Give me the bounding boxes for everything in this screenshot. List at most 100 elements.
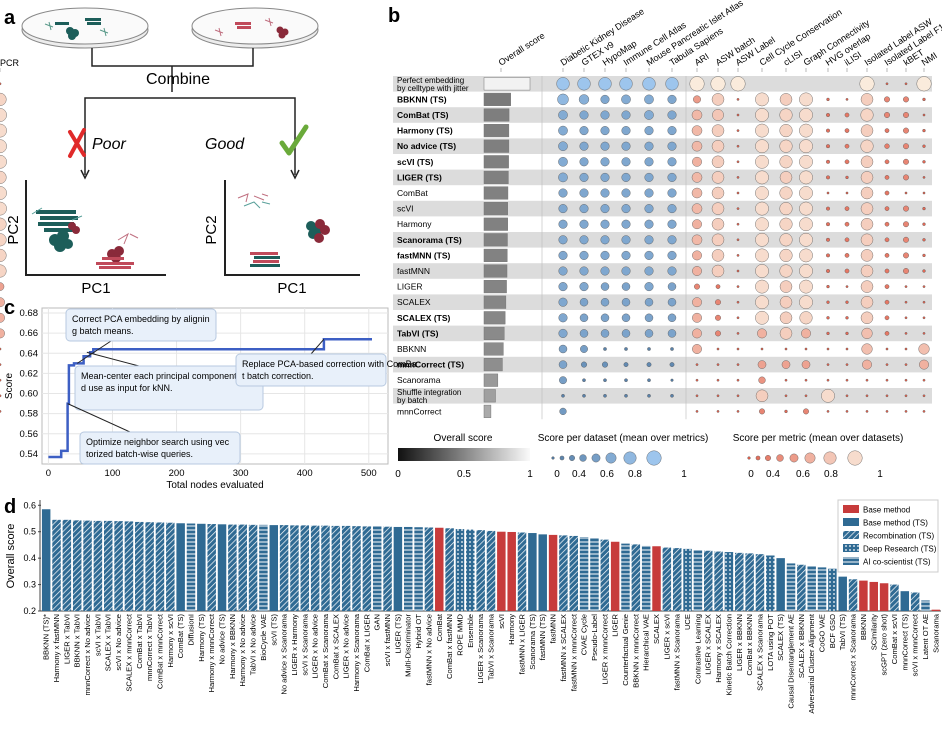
metric-score-dot: [860, 217, 874, 231]
metric-score-dot: [779, 248, 793, 262]
method-row-no-advice-ts: No advice (TS): [0, 139, 926, 154]
metric-score-dot: [865, 378, 869, 382]
metric-score-dot: [715, 284, 721, 289]
annotation-box: [79, 431, 241, 465]
metric-score-dot: [692, 297, 702, 308]
overall-score-bar: [483, 342, 504, 356]
metric-score-dot: [860, 264, 874, 278]
category-label: Scanorama: [931, 613, 940, 653]
metric-score-dot: [922, 160, 926, 164]
legend-dataset-dots: 0 0.4 0.6 0.8 1: [551, 450, 687, 480]
metric-score-dot: [736, 269, 740, 273]
category-label: LIGER x Harmony: [290, 614, 299, 676]
metric-score-dot: [884, 221, 890, 227]
metric-score-dot: [922, 191, 926, 195]
dataset-score-dot: [621, 110, 631, 120]
metric-score-dot: [885, 394, 889, 398]
metric-score-dot: [736, 238, 740, 242]
dataset-score-dot: [644, 266, 654, 276]
metric-score-dot: [860, 233, 874, 247]
dataset-score-dot: [579, 250, 589, 260]
metric-score-dot: [0, 201, 7, 216]
overall-score-bar: [483, 139, 510, 153]
metric-score-dot: [799, 279, 813, 294]
bar-liger-x-scanorama: [476, 530, 485, 611]
overall-score-bar: [483, 92, 511, 106]
metric-score-dot: [903, 268, 909, 274]
metric-score-dot: [691, 140, 703, 152]
metric-score-dot: [801, 328, 811, 339]
method-row-mnncorrect: mnnCorrect: [0, 404, 926, 418]
metric-score-dot: [799, 108, 813, 122]
category-label: ComBat x fastMNN: [445, 614, 454, 679]
dataset-score-dot: [600, 219, 610, 229]
metric-score-dot: [826, 191, 830, 195]
dataset-score-dot: [558, 344, 568, 354]
method-row-scalex-ts: SCALEX (TS): [0, 310, 926, 325]
metric-score-dot: [692, 344, 702, 354]
dataset-score-dot: [600, 141, 610, 151]
dataset-score-dot: [644, 188, 654, 198]
metric-score-dot: [826, 222, 830, 227]
metric-score-dot: [903, 174, 909, 181]
bar-liger-x-scalex: [704, 550, 713, 611]
bar-scvi-x-fastmnn: [383, 526, 392, 611]
overall-score-bar: [483, 373, 499, 387]
bar-chart-yticks: 0.2 0.3 0.4 0.5 0.6: [23, 500, 41, 616]
metric-score-dot: [799, 170, 813, 185]
metric-score-dot: [730, 76, 746, 92]
metric-score-dot: [922, 144, 926, 148]
bar-scalex-x-scanorama: [755, 554, 765, 611]
metric-score-dot: [710, 76, 726, 92]
metric-score-dot: [884, 96, 890, 103]
legend-metric-dot: [823, 451, 837, 465]
legend-metric-tick: 0.4: [766, 469, 780, 480]
metric-score-dot: [0, 394, 2, 398]
legend-dataset-dot: [591, 453, 601, 463]
category-label: Contrastive Learning: [693, 614, 702, 684]
metric-score-dot: [885, 82, 889, 86]
dataset-score-dot: [578, 94, 590, 105]
method-row-mnncorrect-ts: mnnCorrect (TS): [0, 358, 929, 372]
metric-score-dot: [755, 310, 769, 325]
legend-metric-dot: [789, 453, 799, 463]
category-label: LIGER x mnnCorrect: [600, 613, 609, 684]
annotation-line: Optimize neighbor search using vec: [86, 437, 230, 447]
metric-score-dot: [885, 363, 889, 366]
legend-overall-tick-0: 0: [395, 469, 401, 480]
metric-score-dot: [826, 284, 830, 289]
bar-fastmnn-x-scalex: [559, 535, 568, 611]
metric-score-dot: [884, 159, 890, 165]
metric-score-dot: [799, 217, 813, 232]
annotation-box: [74, 365, 264, 411]
dataset-score-dot: [579, 282, 589, 292]
dataset-score-dot: [558, 125, 568, 136]
annotation-line: Correct PCA embedding by alignin: [72, 314, 210, 324]
bar-no-advice-ts: [217, 524, 227, 611]
column-header-pcr: PCR: [0, 58, 20, 68]
metric-score-dot: [784, 378, 788, 382]
legend-dataset-dot: [579, 454, 587, 462]
bar-bbknn-x-mnncorrect: [631, 544, 641, 611]
metric-score-dot: [884, 190, 890, 196]
legend-dataset-dot: [646, 450, 662, 466]
legend-overall-tick-1: 0.5: [457, 469, 471, 480]
metric-score-dot: [711, 93, 725, 106]
metric-score-dot: [736, 347, 740, 351]
bar-harmony-x-scalex: [714, 551, 723, 611]
category-label: fastMNN x SCALEX: [559, 614, 568, 682]
bar-contrastive-learning: [693, 550, 703, 611]
bar-bbknn: [859, 580, 868, 611]
dataset-score-dot: [600, 126, 610, 136]
bar-diffusioni: [186, 523, 196, 611]
category-label: ComBat x TabVI: [135, 614, 144, 669]
category-label: scVI x mnnCorrect: [911, 613, 920, 676]
dataset-score-dot: [644, 219, 654, 229]
panel-d-bar-chart: 0.2 0.3 0.4 0.5 0.6 BBKNN (TS)* Harmony x fas…: [5, 499, 941, 714]
metric-score-dot: [711, 202, 725, 215]
legend-overall-title: Overall score: [434, 433, 493, 444]
legend-dataset-tick: 0.6: [600, 469, 614, 480]
metric-score-dot: [826, 269, 830, 273]
bar-scalex-x-tabvi: [104, 520, 113, 611]
method-row-shuffle-integration-by-batch: Shuffle integration by batch: [0, 388, 926, 405]
